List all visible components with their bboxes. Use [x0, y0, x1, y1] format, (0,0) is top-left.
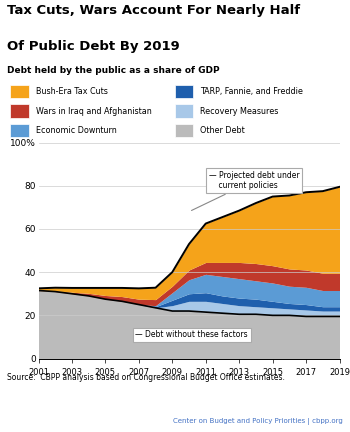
Text: Wars in Iraq and Afghanistan: Wars in Iraq and Afghanistan	[36, 107, 151, 116]
Text: Bush-Era Tax Cuts: Bush-Era Tax Cuts	[36, 87, 107, 96]
Text: Other Debt: Other Debt	[200, 126, 245, 135]
Text: — Debt without these factors: — Debt without these factors	[135, 330, 248, 339]
Bar	[175, 105, 194, 118]
Text: Tax Cuts, Wars Account For Nearly Half: Tax Cuts, Wars Account For Nearly Half	[7, 4, 300, 17]
Text: Of Public Debt By 2019: Of Public Debt By 2019	[7, 40, 180, 53]
Text: Economic Downturn: Economic Downturn	[36, 126, 116, 135]
Text: TARP, Fannie, and Freddie: TARP, Fannie, and Freddie	[200, 87, 303, 96]
Bar	[10, 85, 29, 98]
Text: Debt held by the public as a share of GDP: Debt held by the public as a share of GD…	[7, 66, 220, 75]
Bar	[10, 105, 29, 118]
Text: Source:  CBPP analysis based on Congressional Budget Office estimates.: Source: CBPP analysis based on Congressi…	[7, 373, 285, 382]
Text: — Projected debt under
    current policies: — Projected debt under current policies	[191, 171, 300, 210]
Bar	[175, 124, 194, 137]
Text: Recovery Measures: Recovery Measures	[200, 107, 279, 116]
Bar	[10, 124, 29, 137]
Bar	[175, 85, 194, 98]
Text: Center on Budget and Policy Priorities | cbpp.org: Center on Budget and Policy Priorities |…	[173, 418, 343, 425]
